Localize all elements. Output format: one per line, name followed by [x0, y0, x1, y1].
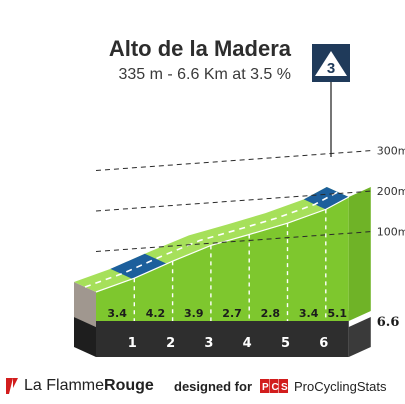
km-marker-label: 5	[281, 336, 290, 351]
km-marker-label: 2	[166, 336, 175, 351]
altitude-tick-label: 300m	[377, 145, 405, 158]
gradient-label: 3.4	[107, 307, 127, 320]
gradient-label: 3.9	[184, 307, 204, 320]
km-marker-label: 1	[128, 336, 137, 351]
climb-title: Alto de la Madera	[108, 36, 291, 61]
profile-end-face	[348, 186, 371, 321]
designed-for-label: designed for	[174, 378, 253, 394]
km-marker-label: 6	[319, 336, 328, 351]
brand-name-bold: Rouge	[104, 377, 154, 394]
brand-name-plain: La Flamme	[24, 377, 105, 394]
gradient-label: 4.2	[146, 307, 166, 320]
base-band-front	[96, 327, 349, 357]
gradient-label: 2.8	[261, 307, 281, 320]
category-badge-number: 3	[327, 60, 335, 77]
brand-name: La FlammeRouge	[24, 377, 154, 395]
km-marker-label: 3	[204, 336, 213, 351]
profile-left-wall	[74, 282, 96, 327]
gradient-label: 5.1	[328, 307, 348, 320]
base-band-side	[74, 317, 96, 357]
gradient-label: 2.7	[222, 307, 242, 320]
profile-area	[96, 196, 349, 321]
altitude-gridline	[95, 231, 373, 252]
altitude-gridline	[95, 150, 373, 171]
total-distance-label: 6.6	[377, 315, 400, 330]
category-badge-triangle-icon	[315, 51, 347, 76]
procyclingstats-label: ProCyclingStats	[294, 378, 387, 394]
climb-subtitle: 335 m - 6.6 Km at 3.5 %	[118, 66, 291, 83]
km-marker-label: 4	[243, 336, 252, 351]
profile-road-line	[84, 191, 339, 288]
profile-layer: 100m 200m 300m 3.4 4.2 3.9 2.7 2.8 3.4 5.1 1 2 3 4 5 6 6…	[74, 145, 405, 357]
profile-top-edge	[95, 196, 350, 293]
gradient-label: 3.4	[299, 307, 319, 320]
category-badge: 3	[312, 44, 350, 157]
flame-logo-icon	[6, 378, 18, 394]
base-band-end	[348, 317, 371, 357]
altitude-tick-label: 100m	[377, 226, 405, 239]
altitude-tick-label: 200m	[377, 185, 405, 198]
la-flamme-rouge-logo: La FlammeRouge	[4, 374, 154, 398]
altitude-gridline	[95, 190, 373, 212]
